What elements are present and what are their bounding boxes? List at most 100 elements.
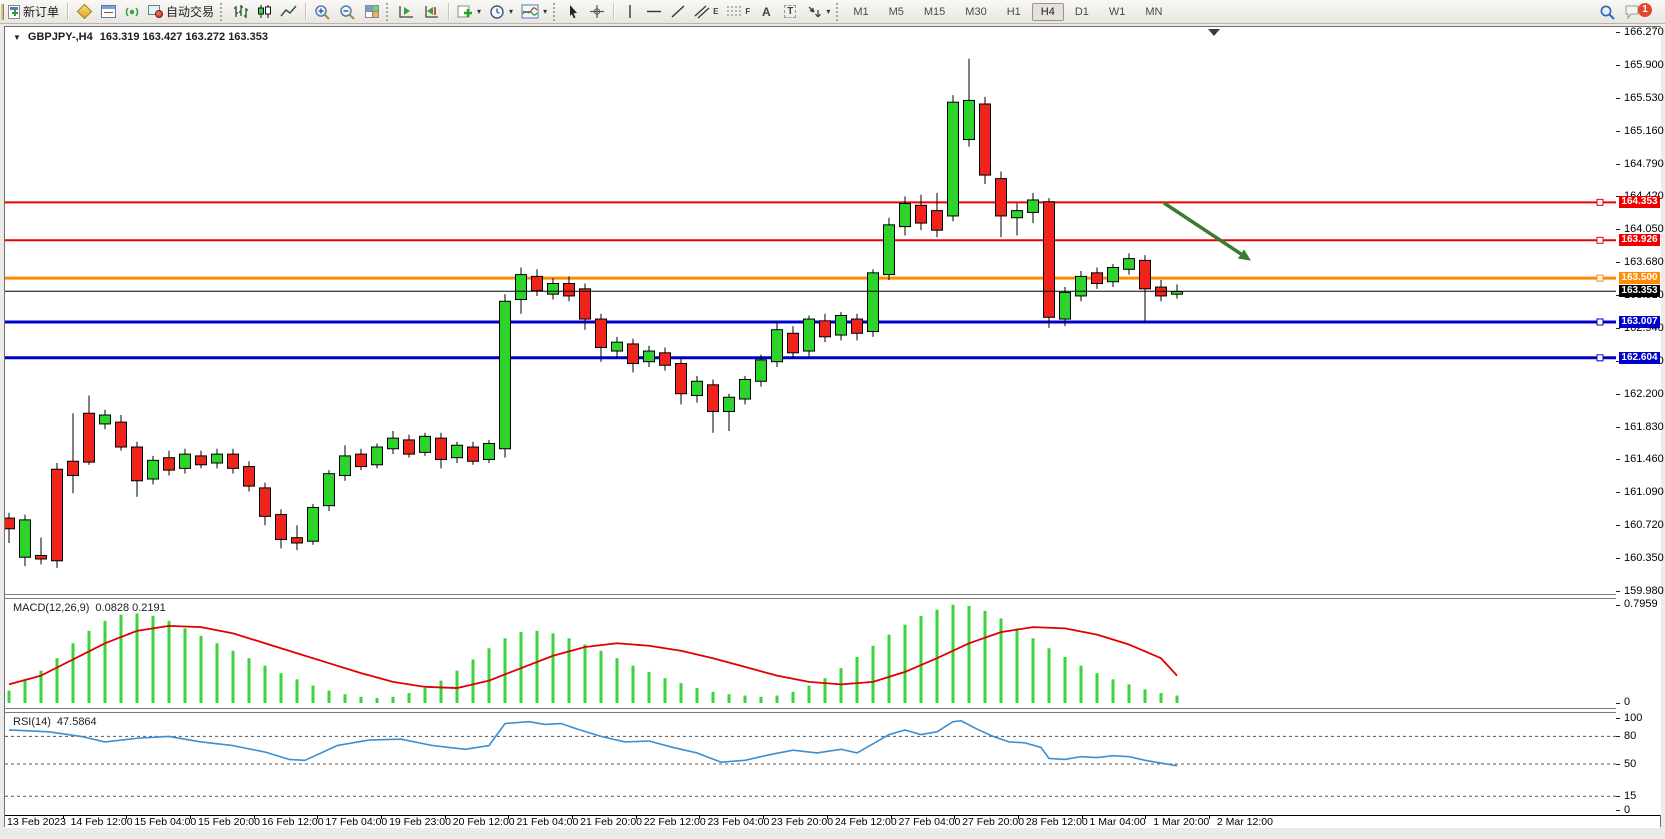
candle-body bbox=[851, 318, 863, 334]
market-watch-button[interactable] bbox=[72, 1, 96, 22]
macd-histogram-bar bbox=[887, 634, 891, 703]
macd-histogram-bar bbox=[391, 696, 395, 703]
toolbar-grip[interactable] bbox=[386, 2, 390, 21]
toolbar-grip[interactable] bbox=[553, 2, 557, 21]
new-order-button[interactable]: 新订单 bbox=[4, 1, 63, 22]
auto-scroll-button[interactable] bbox=[419, 1, 444, 22]
notifications-button[interactable]: 1 bbox=[1620, 1, 1661, 22]
toolbar-grip[interactable] bbox=[836, 2, 840, 21]
shapes-tool-button[interactable]: ▾ bbox=[802, 1, 834, 22]
rsi-level-label: 15 bbox=[1624, 790, 1637, 803]
candle-body bbox=[787, 332, 799, 354]
toolbar-grip[interactable] bbox=[220, 2, 224, 21]
candle-body bbox=[179, 453, 191, 469]
candle-body bbox=[1171, 291, 1183, 295]
candle-body bbox=[195, 455, 207, 466]
macd-label: MACD(12,26,9) 0.0828 0.2191 bbox=[13, 602, 166, 614]
timeframe-button-d1[interactable]: D1 bbox=[1074, 5, 1089, 18]
arrow-annotation[interactable] bbox=[1163, 201, 1242, 256]
hline-handle[interactable] bbox=[1596, 236, 1604, 244]
macd-histogram-bar bbox=[247, 658, 251, 703]
indicators-button[interactable]: ▾ bbox=[453, 1, 485, 22]
hline-handle[interactable] bbox=[1596, 198, 1604, 206]
time-tick bbox=[126, 815, 128, 819]
hline-tool-button[interactable] bbox=[642, 1, 666, 22]
fibonacci-icon bbox=[727, 6, 742, 16]
channel-tool-button[interactable]: E bbox=[690, 1, 722, 22]
time-axis-label: 15 Feb 04:00 bbox=[134, 816, 197, 828]
candle-chart-mode-button[interactable] bbox=[252, 1, 276, 22]
cursor-tool-button[interactable] bbox=[561, 1, 585, 22]
price-tick-label: 160.720 bbox=[1624, 519, 1664, 532]
auto-trading-icon bbox=[148, 5, 164, 18]
macd-histogram-bar bbox=[279, 673, 283, 703]
zoom-in-button[interactable] bbox=[310, 1, 335, 22]
candle-body bbox=[51, 468, 63, 562]
time-axis-label: 24 Feb 12:00 bbox=[834, 816, 897, 828]
macd-histogram-bar bbox=[599, 650, 603, 703]
arrow-annotation-head bbox=[1237, 249, 1252, 261]
macd-histogram-bar bbox=[327, 690, 331, 703]
hline-handle[interactable] bbox=[1596, 274, 1604, 282]
trendline-icon bbox=[671, 5, 685, 18]
signal-button[interactable] bbox=[120, 1, 144, 22]
price-line-flag: 163.926 bbox=[1619, 234, 1660, 247]
macd-histogram-bar bbox=[631, 665, 635, 703]
trendline-tool-button[interactable] bbox=[666, 1, 690, 22]
timeframe-button-w1[interactable]: W1 bbox=[1108, 5, 1126, 18]
indicator-collapse-arrow[interactable]: ▼ bbox=[13, 32, 21, 42]
candle-body bbox=[1123, 258, 1135, 270]
timeframe-button-h4[interactable]: H4 bbox=[1031, 2, 1064, 21]
line-chart-icon bbox=[280, 5, 297, 17]
search-icon bbox=[1600, 5, 1615, 20]
price-axis[interactable]: 166.270165.900165.530165.160164.790164.4… bbox=[1616, 27, 1664, 816]
hline-handle[interactable] bbox=[1596, 354, 1604, 362]
chart-shift-marker[interactable] bbox=[1208, 29, 1220, 36]
candle-body bbox=[515, 274, 527, 300]
hline-handle[interactable] bbox=[1596, 318, 1604, 326]
price-tick bbox=[1616, 525, 1620, 527]
time-axis-label: 22 Feb 12:00 bbox=[643, 816, 706, 828]
candle-body bbox=[147, 459, 159, 480]
auto-trading-button[interactable]: 自动交易 bbox=[144, 1, 218, 22]
text-tool-button[interactable]: A bbox=[754, 1, 778, 22]
rsi-panel[interactable] bbox=[5, 713, 1616, 815]
timeframe-button-m1[interactable]: M1 bbox=[853, 5, 869, 18]
search-button[interactable] bbox=[1595, 1, 1620, 22]
zoom-out-button[interactable] bbox=[335, 1, 360, 22]
macd-histogram-bar bbox=[1095, 673, 1099, 703]
macd-histogram-bar bbox=[695, 688, 699, 703]
candle-body bbox=[835, 314, 847, 336]
time-axis[interactable]: 13 Feb 2023 14 Feb 12:00 15 Feb 04:00 15 Fe… bbox=[5, 815, 1660, 828]
macd-panel[interactable] bbox=[5, 599, 1616, 708]
candle-body bbox=[1043, 201, 1055, 318]
main-chart-plot[interactable] bbox=[5, 27, 1616, 594]
crosshair-tool-button[interactable] bbox=[585, 1, 609, 22]
time-axis-label: 1 Mar 04:00 bbox=[1089, 816, 1146, 828]
time-axis-label: 13 Feb 2023 bbox=[7, 816, 66, 828]
bar-chart-mode-button[interactable] bbox=[228, 1, 252, 22]
line-chart-mode-button[interactable] bbox=[276, 1, 301, 22]
periods-button[interactable]: ▾ bbox=[485, 1, 517, 22]
text-label-tool-button[interactable]: T bbox=[778, 1, 802, 22]
panel-separator[interactable] bbox=[5, 594, 1660, 599]
tile-windows-button[interactable] bbox=[360, 1, 384, 22]
timeframe-button-m5[interactable]: M5 bbox=[888, 5, 904, 18]
time-axis-label: 20 Feb 12:00 bbox=[452, 816, 515, 828]
panel-separator[interactable] bbox=[5, 708, 1660, 713]
templates-button[interactable]: ▾ bbox=[517, 1, 551, 22]
time-tick bbox=[190, 815, 192, 819]
price-tick bbox=[1616, 196, 1620, 198]
macd-histogram-bar bbox=[471, 659, 475, 703]
timeframe-button-h1[interactable]: H1 bbox=[1006, 5, 1021, 18]
chart-shift-button[interactable] bbox=[394, 1, 419, 22]
timeframe-button-m30[interactable]: M30 bbox=[965, 5, 987, 18]
new-chart-button[interactable] bbox=[96, 1, 120, 22]
fibonacci-tool-button[interactable]: F bbox=[722, 1, 754, 22]
price-tick-label: 165.530 bbox=[1624, 91, 1664, 104]
price-tick-label: 164.790 bbox=[1624, 157, 1664, 170]
timeframe-button-m15[interactable]: M15 bbox=[923, 5, 946, 18]
timeframe-button-mn[interactable]: MN bbox=[1145, 5, 1163, 18]
macd-histogram-bar bbox=[1031, 638, 1035, 703]
vline-tool-button[interactable] bbox=[618, 1, 642, 22]
